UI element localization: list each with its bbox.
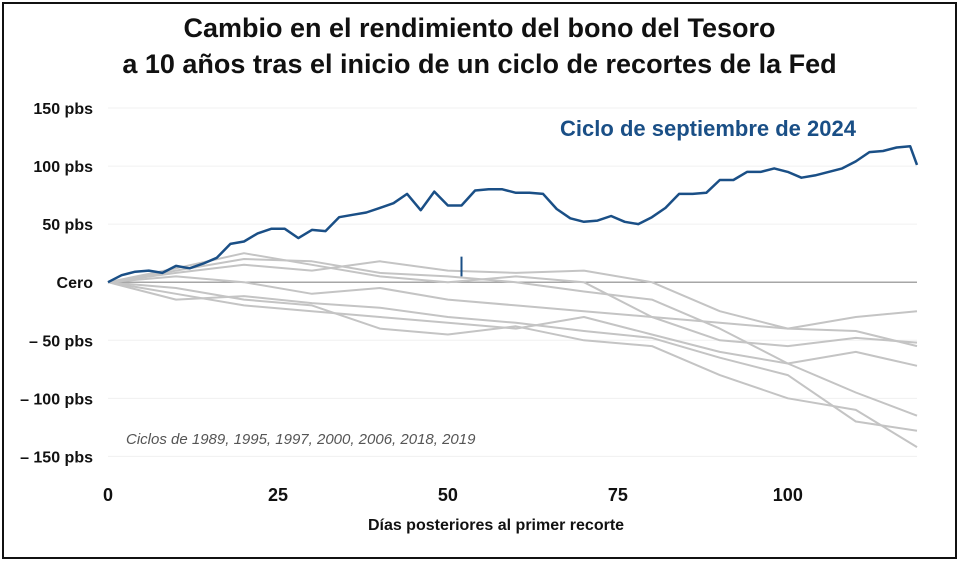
other-cycle-line [107,258,918,367]
x-tick-label: 50 [438,485,458,505]
chart-title: Cambio en el rendimiento del bono del Te… [4,10,955,82]
y-tick-label: 100 pbs [33,159,93,176]
highlight-series [107,145,919,284]
chart-title-line-1: Cambio en el rendimiento del bono del Te… [183,13,776,43]
y-tick-label: 50 pbs [42,217,93,234]
y-tick-label: – 150 pbs [20,449,93,466]
y-tick-label: Cero [57,275,94,292]
y-tick-label: – 100 pbs [20,391,93,408]
other-cycle-line [107,252,918,348]
x-tick-label: 75 [608,485,628,505]
other-cycles-label: Ciclos de 1989, 1995, 1997, 2000, 2006, … [126,431,476,448]
x-tick-label: 100 [773,485,803,505]
chart-axes: 150 pbs 100 pbs 50 pbs Cero – 50 pbs – 100 pb… [20,101,917,505]
x-tick-label: 25 [268,485,288,505]
y-tick-label: – 50 pbs [29,333,93,350]
highlight-line [107,145,919,284]
other-cycle-line [107,281,918,432]
x-tick-label: 0 [103,485,113,505]
x-axis-label: Días posteriores al primer recorte [368,517,624,534]
other-cycle-line [107,281,918,417]
highlight-series-label: Ciclo de septiembre de 2024 [560,116,857,141]
other-cycle-line [107,275,918,330]
y-tick-label: 150 pbs [33,101,93,118]
chart-labels: Ciclo de septiembre de 2024 Ciclos de 19… [126,116,857,534]
chart-title-line-2: a 10 años tras el inicio de un ciclo de … [122,49,837,79]
other-cycle-line [107,281,918,448]
other-cycles-lines [107,252,918,448]
